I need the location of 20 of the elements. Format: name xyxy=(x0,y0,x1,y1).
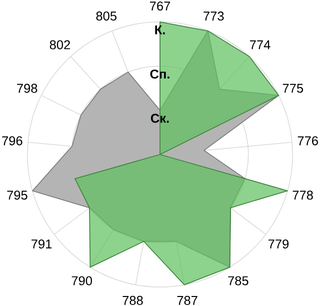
spoke-label: 802 xyxy=(50,40,70,50)
spoke-label: 775 xyxy=(282,84,304,93)
spoke-label: 773 xyxy=(204,11,224,20)
spoke-label: 795 xyxy=(7,190,28,200)
spoke-label: 788 xyxy=(122,296,143,305)
spoke-label: 779 xyxy=(268,239,289,248)
spoke-label: 774 xyxy=(250,40,270,49)
spoke-label: 778 xyxy=(292,190,313,200)
spoke-label: 798 xyxy=(17,84,38,93)
spoke-label: 767 xyxy=(150,1,170,10)
spoke-label: 785 xyxy=(228,276,248,286)
spoke-label: 790 xyxy=(72,276,92,286)
spoke-label: 776 xyxy=(298,136,318,146)
y-tick-label: Сп. xyxy=(150,69,170,78)
spoke-label: 796 xyxy=(2,136,22,146)
spoke-label: 787 xyxy=(177,296,198,305)
spoke-label: 791 xyxy=(32,239,52,248)
spoke-label: 805 xyxy=(96,11,116,20)
y-tick-label: К. xyxy=(155,25,165,34)
y-tick-label: Ск. xyxy=(150,114,169,123)
